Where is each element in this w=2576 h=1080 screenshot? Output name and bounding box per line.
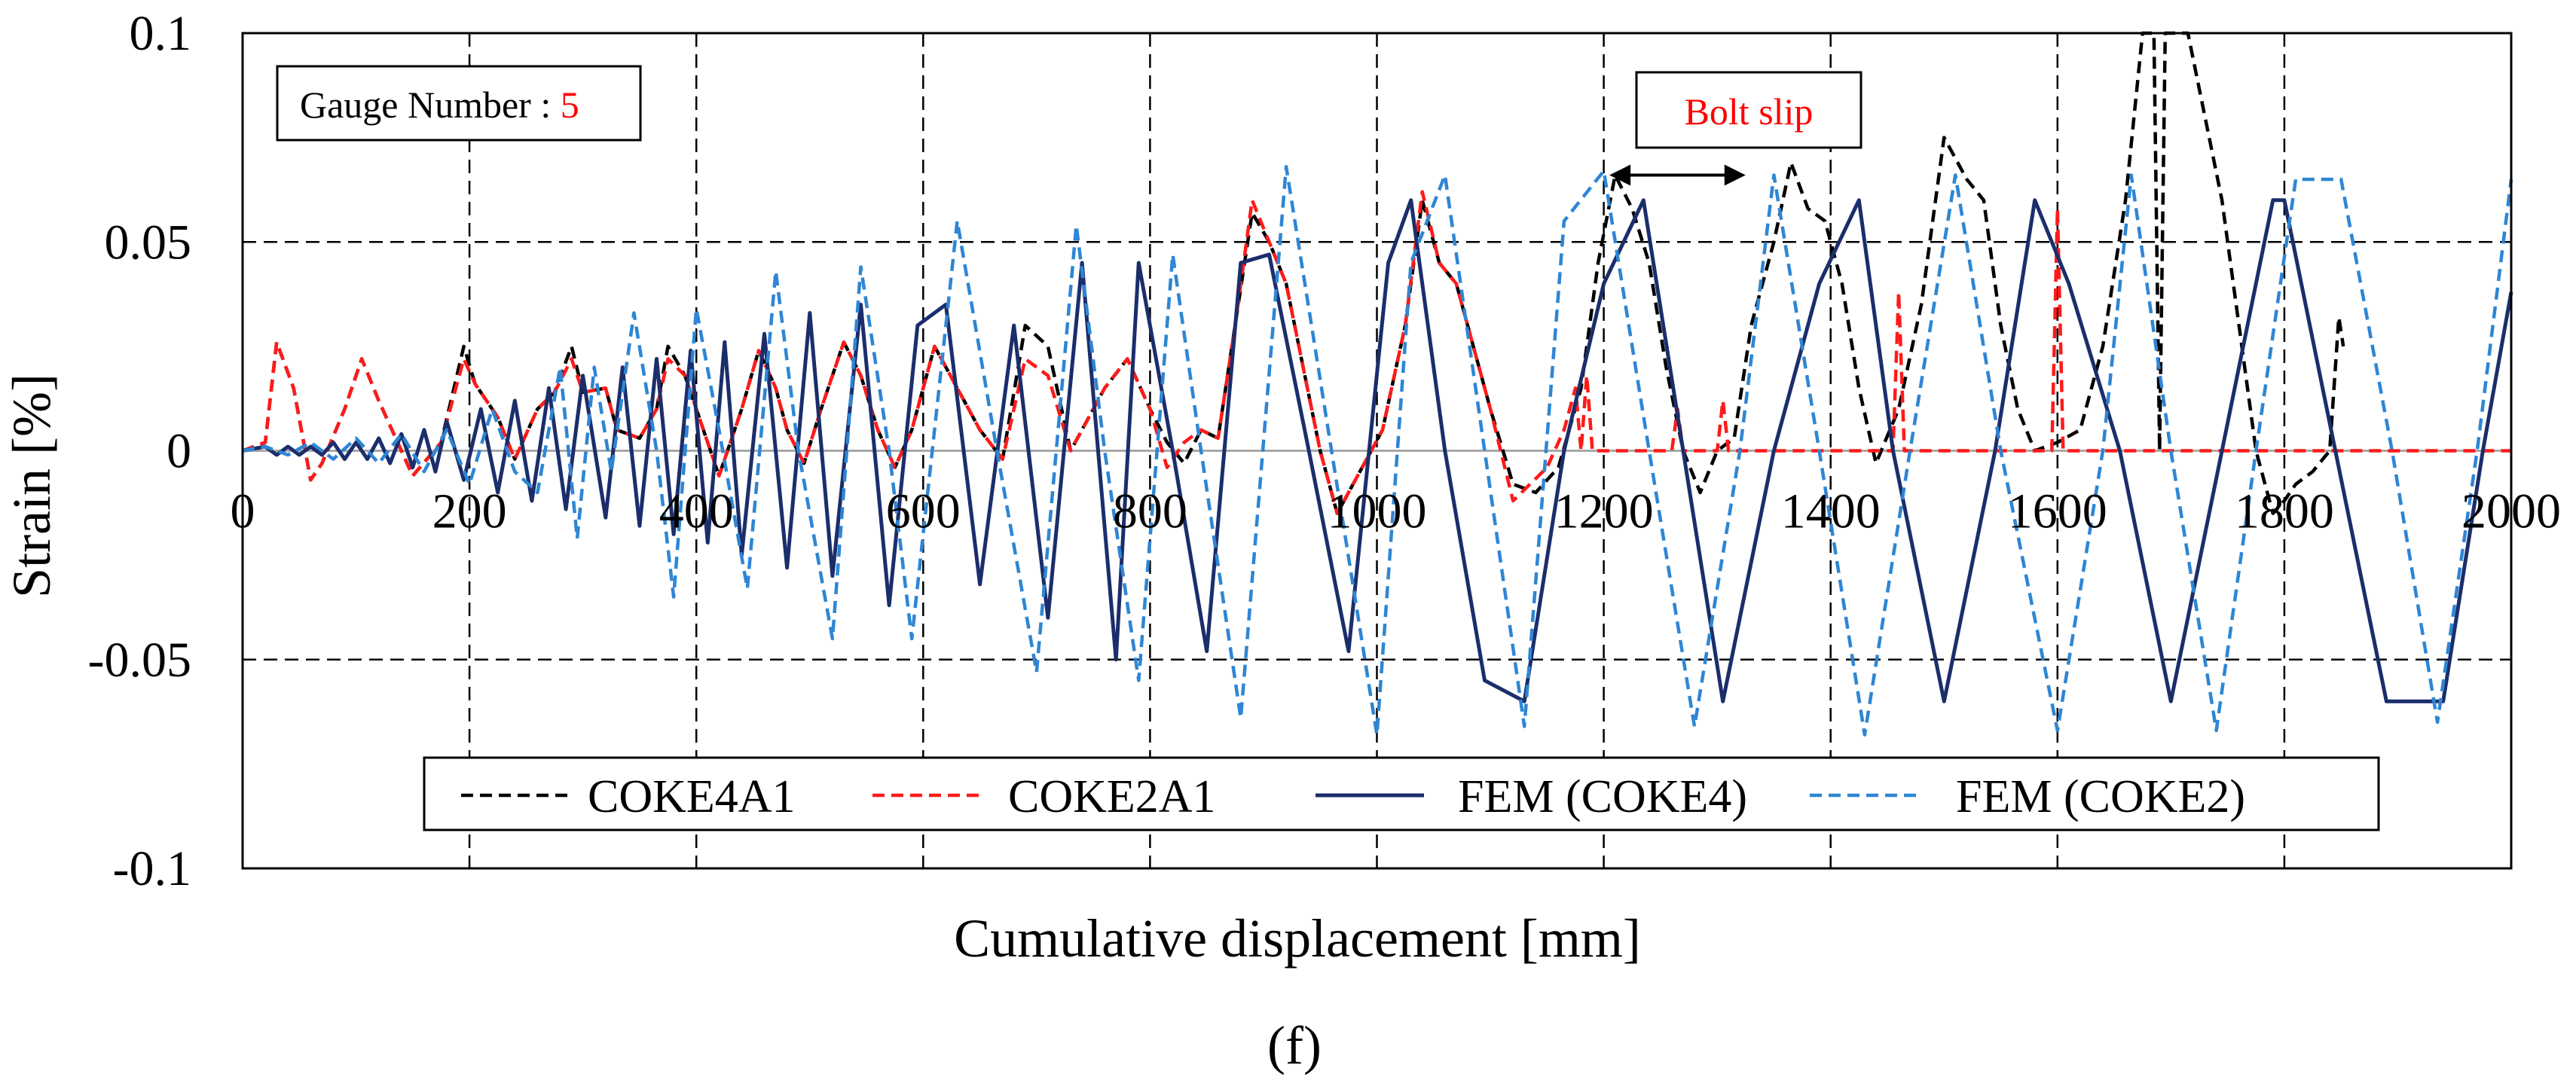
y-axis-title: Strain [%] <box>2 374 62 598</box>
gauge-number-value: 5 <box>561 84 579 126</box>
series-line-fem-coke4 <box>242 198 2513 703</box>
x-tick-label: 0 <box>231 484 255 539</box>
legend-label: FEM (COKE2) <box>1956 771 2245 822</box>
gauge-box-frame <box>276 65 642 142</box>
bolt-slip-arrowhead-right <box>1724 164 1746 186</box>
figure-sub-label: (f) <box>1267 1015 1322 1075</box>
legend-label: FEM (COKE4) <box>1458 771 1747 822</box>
x-tick-label: 1400 <box>1781 484 1881 539</box>
x-tick-label: 2000 <box>2461 484 2561 539</box>
y-tick-label: 0 <box>167 424 191 479</box>
y-tick-label: -0.05 <box>88 633 191 688</box>
y-tick-label: 0.1 <box>130 6 192 61</box>
bolt-slip-annotation: Bolt slip <box>1609 71 1862 186</box>
x-tick-label: 200 <box>432 484 507 539</box>
bolt-slip-box <box>1635 71 1862 149</box>
x-tick-label: 800 <box>1113 484 1187 539</box>
x-tick-label: 600 <box>886 484 961 539</box>
x-tick-label: 400 <box>659 484 734 539</box>
series-line-coke2a1 <box>242 190 2511 515</box>
x-tick-label: 1800 <box>2235 484 2334 539</box>
legend: COKE4A1 COKE2A1 FEM (COKE4) FEM (COKE2) <box>423 756 2380 831</box>
gauge-number-text: Gauge Number : 5 <box>300 84 579 126</box>
y-tick-labels: 0.1 0.05 0 -0.05 -0.1 <box>88 6 191 896</box>
bolt-slip-label: Bolt slip <box>1685 90 1814 133</box>
x-tick-label: 1200 <box>1554 484 1654 539</box>
x-tick-label: 1600 <box>2008 484 2107 539</box>
gauge-number-label: Gauge Number : <box>300 84 561 126</box>
gauge-number-box: Gauge Number : 5 <box>276 65 642 142</box>
plot-frame <box>241 32 2513 870</box>
x-tick-labels: 0 200 400 600 800 1000 1200 1400 1600 1800 2000 <box>231 484 2562 539</box>
legend-label: COKE2A1 <box>1008 771 1216 822</box>
x-axis-title: Cumulative displacement [mm] <box>954 908 1641 969</box>
series-group <box>242 31 2513 737</box>
y-tick-label: 0.05 <box>105 215 192 270</box>
bolt-slip-arrowhead-left <box>1609 164 1631 186</box>
series-line-fem-coke2 <box>242 165 2513 737</box>
y-tick-label: -0.1 <box>113 841 191 896</box>
x-tick-label: 1000 <box>1328 484 1427 539</box>
legend-label: COKE4A1 <box>588 771 796 822</box>
